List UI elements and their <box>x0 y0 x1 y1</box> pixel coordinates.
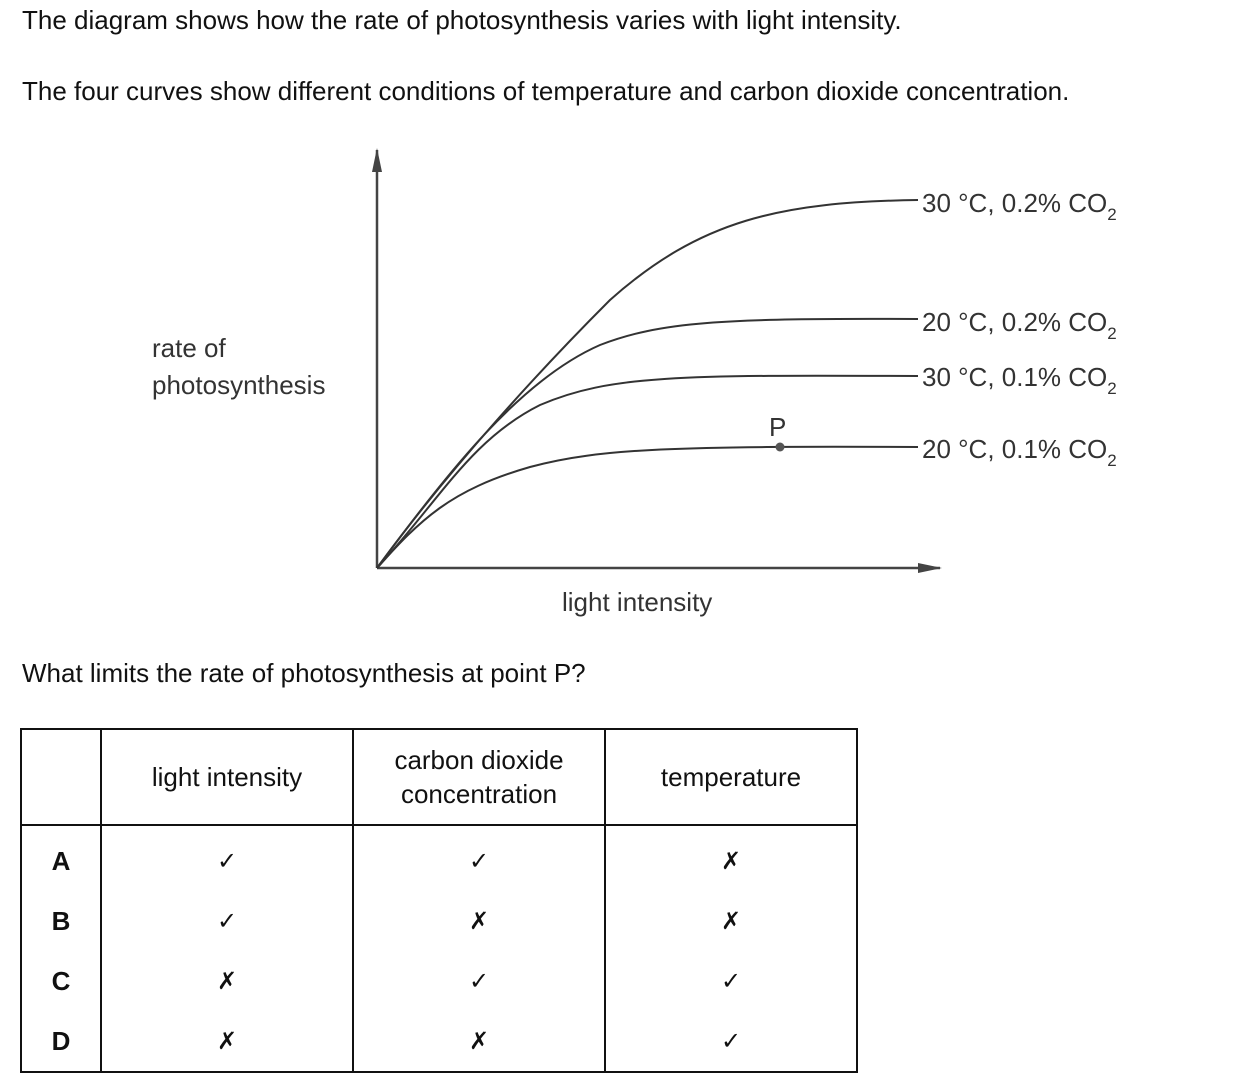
mark-cell: ✗ <box>604 891 858 951</box>
table-row: D ✗ ✗ ✓ <box>20 1011 858 1073</box>
mark-cell: ✓ <box>352 825 606 891</box>
curve-label-30c-0.1-co2: 30 °C, 0.1% CO2 <box>922 362 1117 398</box>
header-light-intensity: light intensity <box>100 728 354 826</box>
curve-label-subscript: 2 <box>1107 324 1116 343</box>
mark-cell: ✓ <box>100 891 354 951</box>
curve-label-30c-0.2-co2: 30 °C, 0.2% CO2 <box>922 188 1117 224</box>
row-key: D <box>20 1011 102 1073</box>
curve-30c-0.1-co2 <box>376 374 919 569</box>
intro-text-line-1: The diagram shows how the rate of photos… <box>22 5 902 35</box>
curve-label-text: 20 °C, 0.1% CO <box>922 434 1107 464</box>
point-p-label: P <box>769 412 786 442</box>
mark-cell: ✗ <box>352 1011 606 1073</box>
question-text: What limits the rate of photosynthesis a… <box>22 658 586 688</box>
point-p-marker <box>775 442 785 452</box>
mark-cell: ✗ <box>100 951 354 1011</box>
curve-label-subscript: 2 <box>1107 379 1116 398</box>
mark-cell: ✓ <box>352 951 606 1011</box>
mark-cell: ✓ <box>100 825 354 891</box>
mark-cell: ✗ <box>100 1011 354 1073</box>
header-temperature: temperature <box>604 728 858 826</box>
row-key: C <box>20 951 102 1011</box>
mark-cell: ✓ <box>604 951 858 1011</box>
y-axis-label-line-1: rate of <box>152 333 226 363</box>
header-blank-cell <box>20 728 102 826</box>
curve-label-20c-0.1-co2: 20 °C, 0.1% CO2 <box>922 434 1117 470</box>
curve-label-text: 30 °C, 0.2% CO <box>922 188 1107 218</box>
curve-label-20c-0.2-co2: 20 °C, 0.2% CO2 <box>922 307 1117 343</box>
row-key: B <box>20 891 102 951</box>
header-co2-line-2: concentration <box>400 779 558 809</box>
header-co2-concentration: carbon dioxide concentration <box>352 728 606 826</box>
mark-cell: ✗ <box>352 891 606 951</box>
table-row: A ✓ ✓ ✗ <box>20 825 858 891</box>
answer-table: light intensity carbon dioxide concentrat… <box>20 728 858 1073</box>
curve-20c-0.2-co2 <box>376 317 919 569</box>
curve-20c-0.1-co2 <box>376 445 919 569</box>
x-axis-label: light intensity <box>562 587 712 617</box>
intro-text-line-2: The four curves show different condition… <box>22 76 1070 106</box>
mark-cell: ✓ <box>604 1011 858 1073</box>
curve-label-text: 20 °C, 0.2% CO <box>922 307 1107 337</box>
photosynthesis-graph: P rate of photosynthesis light intensity… <box>152 148 1117 617</box>
curve-label-text: 30 °C, 0.1% CO <box>922 362 1107 392</box>
curve-30c-0.2-co2 <box>376 199 919 569</box>
curve-label-subscript: 2 <box>1107 205 1116 224</box>
curve-label-subscript: 2 <box>1107 451 1116 470</box>
y-axis-label-line-2: photosynthesis <box>152 370 325 400</box>
table-header-row: light intensity carbon dioxide concentrat… <box>20 728 858 826</box>
header-co2-line-1: carbon dioxide <box>394 745 564 775</box>
mark-cell: ✗ <box>604 825 858 891</box>
table-row: C ✗ ✓ ✓ <box>20 951 858 1011</box>
row-key: A <box>20 825 102 891</box>
table-row: B ✓ ✗ ✗ <box>20 891 858 951</box>
